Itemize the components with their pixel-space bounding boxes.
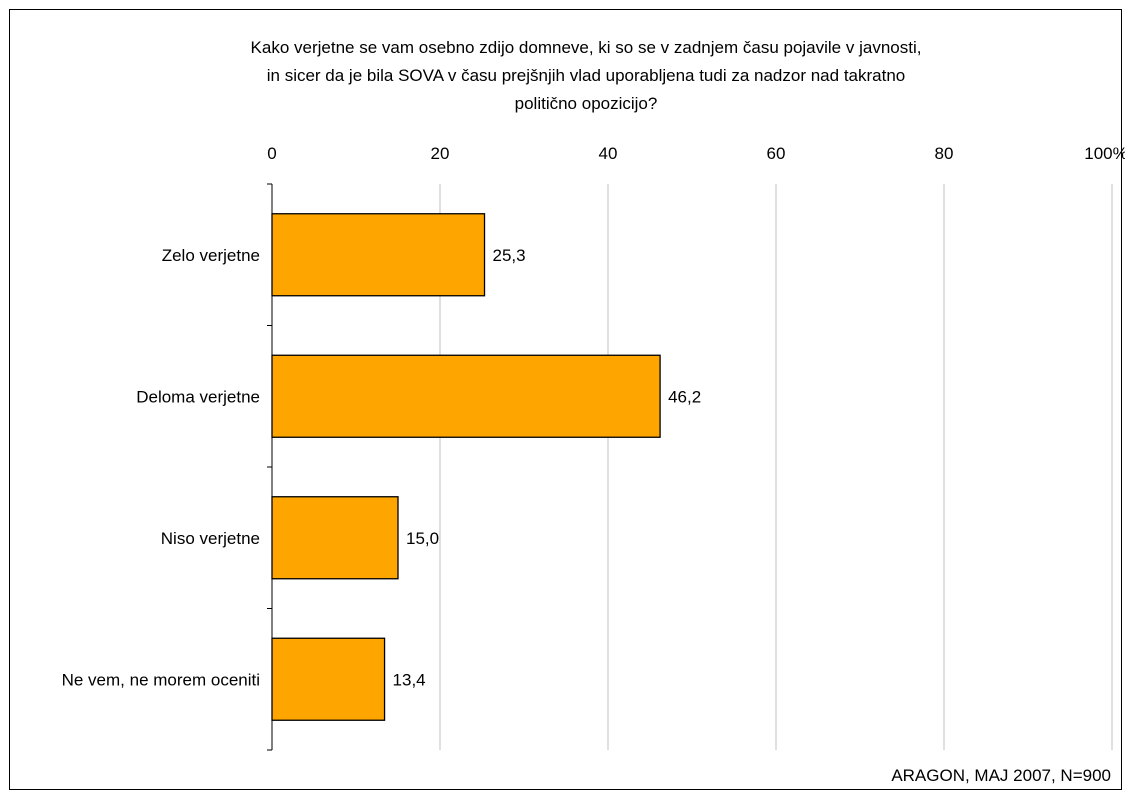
category-label-3: Ne vem, ne morem oceniti: [62, 670, 260, 689]
category-label-2: Niso verjetne: [161, 529, 260, 548]
x-tick-label-0: 0: [267, 144, 276, 163]
category-labels: Zelo verjetne Deloma verjetne Niso verjetn…: [62, 246, 260, 690]
value-label-1: 46,2: [668, 387, 701, 406]
axes: [267, 183, 273, 751]
x-tick-label-3: 60: [767, 144, 786, 163]
chart-title-line-2: in sicer da je bila SOVA v času prejšnji…: [267, 66, 906, 85]
x-tick-label-1: 20: [431, 144, 450, 163]
category-label-0: Zelo verjetne: [162, 246, 260, 265]
chart-title: Kako verjetne se vam osebno zdijo domnev…: [251, 38, 922, 113]
x-axis-ticks: 0 20 40 60 80 100%: [267, 144, 1125, 163]
bar-3: [271, 637, 386, 721]
value-label-3: 13,4: [393, 670, 426, 689]
value-labels: 25,3 46,2 15,0 13,4: [393, 246, 702, 690]
bars: [271, 213, 661, 721]
chart-title-line-3: politično opozicijo?: [515, 94, 658, 113]
x-tick-label-4: 80: [935, 144, 954, 163]
x-tick-label-5: 100%: [1084, 144, 1125, 163]
x-tick-label-2: 40: [599, 144, 618, 163]
bar-0: [271, 213, 486, 297]
source-note: ARAGON, MAJ 2007, N=900: [891, 766, 1111, 785]
value-label-2: 15,0: [406, 529, 439, 548]
gridlines: [439, 184, 1113, 750]
value-label-0: 25,3: [493, 246, 526, 265]
bar-1: [271, 354, 661, 438]
category-label-1: Deloma verjetne: [136, 387, 260, 406]
chart-title-line-1: Kako verjetne se vam osebno zdijo domnev…: [251, 38, 922, 57]
bar-2: [271, 496, 399, 580]
